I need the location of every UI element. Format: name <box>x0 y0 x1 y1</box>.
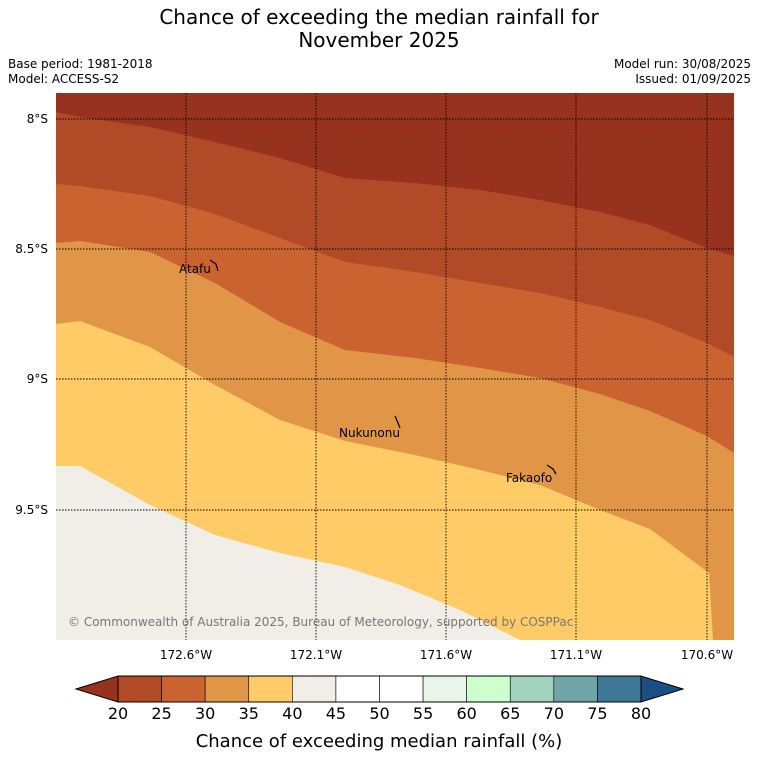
lat-label-8-5s: 8.5°S <box>15 242 48 256</box>
colorbar-cell <box>161 675 206 703</box>
meta-right: Model run: 30/08/2025 Issued: 01/09/2025 <box>614 57 751 87</box>
colorbar <box>74 675 685 703</box>
colorbar-tick-label: 35 <box>238 704 259 723</box>
colorbar-cell <box>466 675 511 703</box>
title-line-2: November 2025 <box>298 28 460 52</box>
place-fakaofo: Fakaofo <box>506 471 552 485</box>
atafu-outline <box>209 259 219 272</box>
colorbar-cell <box>553 675 598 703</box>
base-period: Base period: 1981-2018 <box>8 57 153 71</box>
lon-label-170-6w: 170.6°W <box>680 648 734 662</box>
colorbar-tick-label: 45 <box>325 704 347 723</box>
colorbar-cell <box>117 675 162 703</box>
map-area <box>56 93 734 640</box>
colorbar-cell <box>335 675 380 703</box>
colorbar-title: Chance of exceeding median rainfall (%) <box>195 731 563 752</box>
lon-label-172-1w: 172.1°W <box>289 648 343 662</box>
colorbar-cell <box>422 675 467 703</box>
colorbar-tick-label: 30 <box>194 704 216 723</box>
colorbar-over-arrow <box>640 675 685 703</box>
colorbar-cell <box>248 675 293 703</box>
graticule <box>56 93 734 640</box>
colorbar-cell <box>379 675 424 703</box>
island-outlines <box>209 259 557 475</box>
colorbar-tick-label: 55 <box>412 704 434 723</box>
nukunonu-outline <box>394 415 401 429</box>
lat-label-8s: 8°S <box>26 112 48 126</box>
lat-label-9s: 9°S <box>26 372 48 386</box>
lon-label-171-1w: 171.1°W <box>549 648 603 662</box>
place-atafu: Atafu <box>179 262 211 276</box>
colorbar-cell <box>292 675 337 703</box>
colorbar-cell <box>597 675 642 703</box>
title-line-1: Chance of exceeding the median rainfall … <box>159 5 599 29</box>
colorbar-under-arrow <box>74 675 119 703</box>
fakaofo-outline <box>546 464 557 475</box>
lat-label-9-5s: 9.5°S <box>15 503 48 517</box>
model-name: Model: ACCESS-S2 <box>8 72 120 86</box>
colorbar-tick-label: 65 <box>500 704 521 723</box>
colorbar-tick-label: 20 <box>107 704 129 723</box>
lon-label-172-6w: 172.6°W <box>159 648 213 662</box>
issued-date: Issued: 01/09/2025 <box>635 72 751 86</box>
colorbar-tick-label: 25 <box>151 704 172 723</box>
colorbar-tick-label: 50 <box>369 704 390 723</box>
colorbar-frame <box>117 675 642 703</box>
place-nukunonu: Nukunonu <box>339 426 400 440</box>
colorbar-tick-label: 80 <box>630 704 652 723</box>
colorbar-cells <box>117 675 642 703</box>
colorbar-cell <box>204 675 250 703</box>
colorbar-tick-label: 70 <box>543 704 565 723</box>
band-40-45 <box>56 466 520 640</box>
colorbar-tick-label: 40 <box>282 704 303 723</box>
colorbar-cell <box>509 675 555 703</box>
copyright-notice: © Commonwealth of Australia 2025, Bureau… <box>68 615 573 629</box>
lon-label-171-6w: 171.6°W <box>419 648 473 662</box>
colorbar-tick-label: 75 <box>587 704 608 723</box>
meta-left: Base period: 1981-2018 Model: ACCESS-S2 <box>8 57 153 87</box>
chart-title: Chance of exceeding the median rainfall … <box>0 6 758 52</box>
model-run: Model run: 30/08/2025 <box>613 57 751 71</box>
colorbar-tick-label: 60 <box>456 704 477 723</box>
